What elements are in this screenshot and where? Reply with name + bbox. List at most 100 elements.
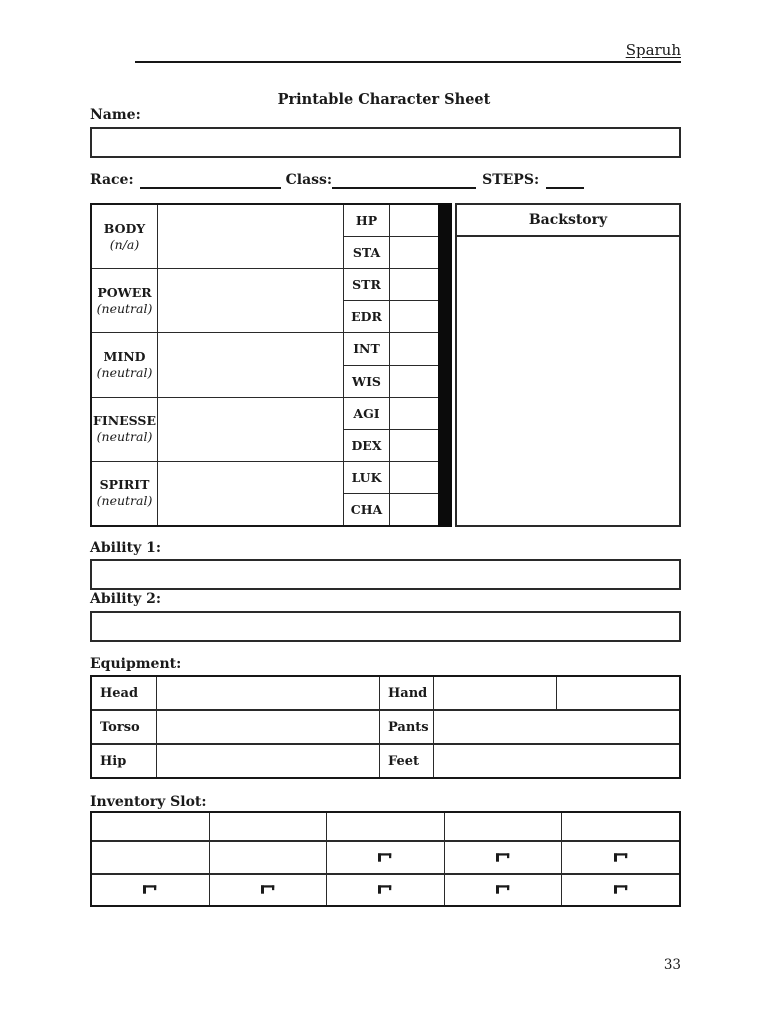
attribute-note: (neutral) <box>96 300 153 316</box>
stat-code: DEX <box>344 429 390 461</box>
attribute-blank-cell <box>158 397 344 461</box>
equipment-field <box>434 745 679 777</box>
attribute-note: (neutral) <box>96 493 153 509</box>
equipment-field <box>434 711 679 743</box>
equipment-field <box>157 677 380 709</box>
equipment-slot-label: Feet <box>380 745 434 777</box>
race-field <box>139 170 281 189</box>
slot-marker-icon <box>260 885 275 894</box>
inventory-cell <box>562 875 679 906</box>
steps-field <box>546 170 585 189</box>
ability1-field <box>90 559 681 590</box>
equipment-row: Hip Feet <box>92 745 679 777</box>
slot-marker-icon <box>143 885 157 894</box>
attribute-cell: FINESSE (neutral) <box>92 397 158 461</box>
inventory-label: Inventory Slot: <box>90 794 207 810</box>
slot-marker-icon <box>496 853 510 862</box>
stats-row-finesse: FINESSE (neutral) AGI DEX <box>92 397 450 462</box>
inventory-cell <box>92 813 210 840</box>
equipment-row: Head Hand <box>92 677 679 711</box>
stats-row-body: BODY (n/a) HP STA <box>92 205 450 270</box>
inventory-cell <box>210 813 328 840</box>
author-name: Sparuh <box>625 41 681 59</box>
ability2-field <box>90 611 681 642</box>
steps-label: STEPS: <box>482 172 540 188</box>
inventory-row <box>92 813 679 842</box>
inventory-cell <box>92 874 210 905</box>
equipment-slot-label: Pants <box>380 711 434 743</box>
inventory-table <box>90 811 681 907</box>
attribute-name: POWER <box>97 284 152 300</box>
equipment-slot-label: Torso <box>92 711 157 743</box>
attribute-cell: BODY (n/a) <box>92 205 158 269</box>
equipment-field <box>434 677 557 709</box>
inventory-cell <box>562 842 679 873</box>
inventory-cell <box>327 842 445 873</box>
race-label: Race: <box>90 172 134 188</box>
equipment-table: Head Hand Torso Pants Hip Feet <box>90 675 681 779</box>
stat-code: HP <box>344 205 390 237</box>
equipment-slot-label: Hip <box>92 745 157 777</box>
stat-code: STA <box>344 237 390 269</box>
attribute-name: FINESSE <box>93 413 156 429</box>
slot-marker-icon <box>378 885 392 894</box>
stats-row-power: POWER (neutral) STR EDR <box>92 269 450 334</box>
backstory-panel: Backstory <box>455 203 681 527</box>
ability1-label: Ability 1: <box>90 540 161 556</box>
attribute-blank-cell <box>158 333 344 397</box>
slot-marker-icon <box>378 853 392 862</box>
attribute-name: MIND <box>103 349 146 364</box>
stats-row-spirit: SPIRIT (neutral) LUK CHA <box>92 461 450 526</box>
inventory-cell <box>327 874 445 905</box>
stat-code: WIS <box>344 365 390 397</box>
attribute-note: (neutral) <box>96 429 153 445</box>
backstory-field <box>457 237 679 525</box>
class-field <box>332 170 477 189</box>
attribute-blank-cell <box>158 269 344 333</box>
class-label: Class: <box>285 172 333 188</box>
inventory-row <box>92 874 679 906</box>
stat-code: AGI <box>344 397 390 429</box>
equipment-row: Torso Pants <box>92 711 679 745</box>
attribute-cell: POWER (neutral) <box>92 269 158 333</box>
header-rule: Sparuh <box>135 40 681 63</box>
name-label: Name: <box>90 107 141 123</box>
attribute-cell: MIND (neutral) <box>92 333 158 397</box>
stat-code: EDR <box>344 301 390 333</box>
equipment-field <box>157 745 380 777</box>
divider-bar <box>438 203 452 527</box>
slot-marker-icon <box>613 853 628 862</box>
inventory-cell <box>210 842 328 873</box>
ability2-label: Ability 2: <box>90 591 161 607</box>
equipment-field <box>557 677 679 709</box>
backstory-header: Backstory <box>457 205 679 237</box>
stat-code: CHA <box>344 493 390 526</box>
equipment-label: Equipment: <box>90 656 182 672</box>
equipment-slot-label: Head <box>92 677 157 709</box>
attribute-note: (neutral) <box>96 365 153 380</box>
stat-code: INT <box>344 333 390 365</box>
attribute-note: (n/a) <box>109 236 140 252</box>
attribute-name: BODY <box>103 220 146 236</box>
attribute-cell: SPIRIT (neutral) <box>92 461 158 526</box>
race-class-steps-row: Race: Class: STEPS: <box>90 170 681 190</box>
attribute-blank-cell <box>158 205 344 269</box>
equipment-slot-label: Hand <box>380 677 434 709</box>
stats-table: BODY (n/a) HP STA POWER (neutral) STR <box>90 203 452 527</box>
slot-marker-icon <box>613 885 628 894</box>
inventory-cell <box>445 874 563 905</box>
slot-marker-icon <box>496 885 510 894</box>
inventory-cell <box>445 842 563 873</box>
equipment-field <box>157 711 380 743</box>
page-number: 33 <box>663 957 681 973</box>
inventory-cell <box>92 842 210 873</box>
stat-code: LUK <box>344 461 390 493</box>
stat-code: STR <box>344 269 390 301</box>
inventory-cell <box>445 813 563 840</box>
inventory-cell <box>562 813 679 840</box>
page-title: Printable Character Sheet <box>277 91 491 108</box>
inventory-cell <box>327 813 445 840</box>
attribute-name: SPIRIT <box>99 477 150 493</box>
inventory-cell <box>210 874 328 905</box>
stats-row-mind: MIND (neutral) INT WIS <box>92 333 450 398</box>
